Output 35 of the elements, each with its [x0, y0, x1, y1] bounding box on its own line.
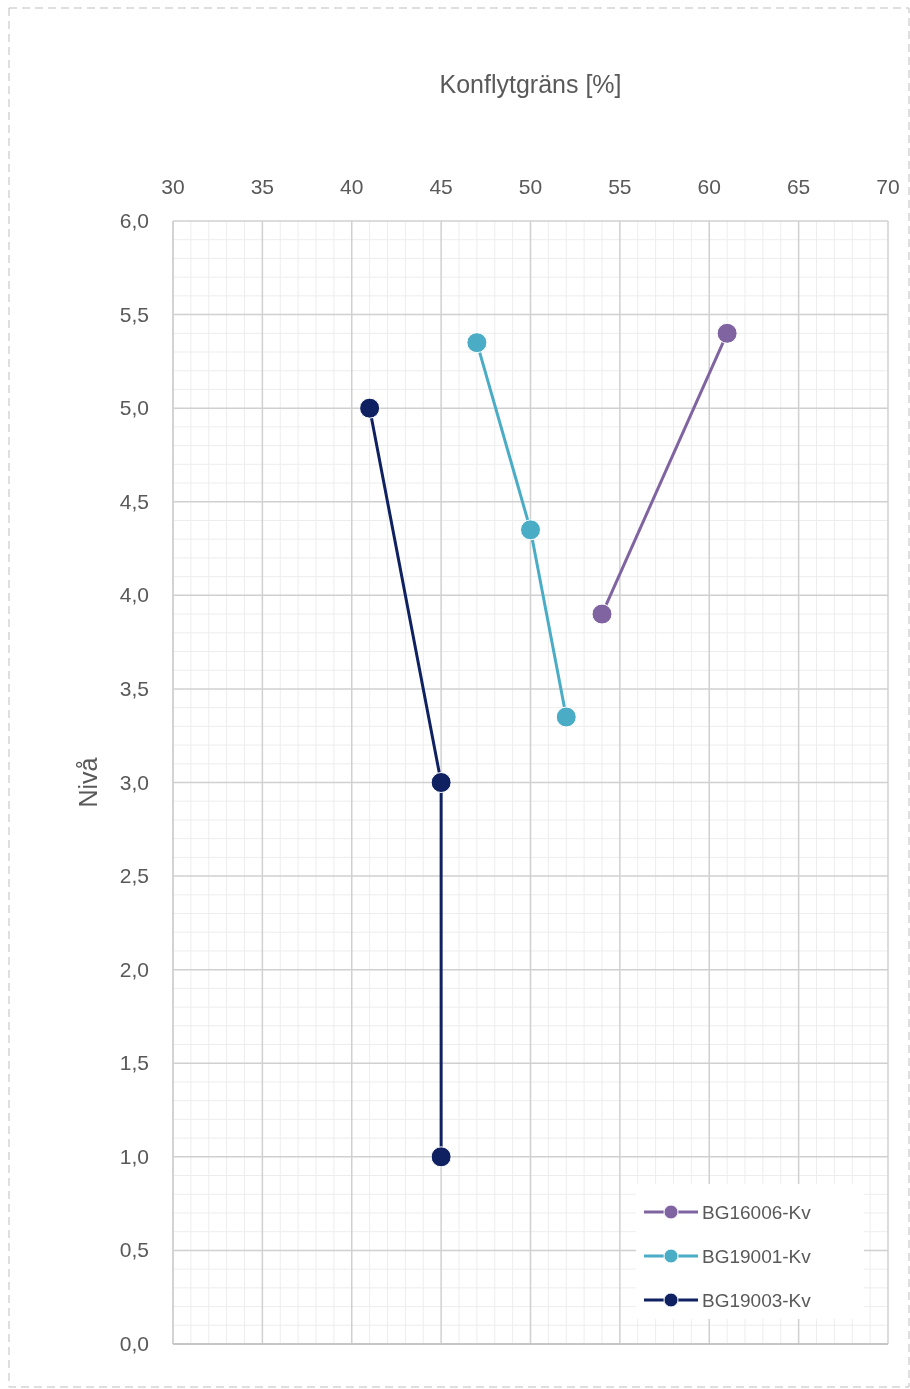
legend-label: BG19003-Kv — [702, 1290, 812, 1311]
y-tick-label: 4,0 — [119, 583, 149, 607]
y-tick-label: 2,5 — [119, 864, 149, 888]
legend-label: BG19001-Kv — [702, 1246, 812, 1267]
x-tick-label: 70 — [876, 175, 900, 198]
y-tick-label: 5,0 — [119, 396, 149, 420]
point — [716, 322, 738, 344]
point — [555, 706, 577, 728]
y-tick-label: 3,0 — [119, 770, 149, 794]
y-tick-label: 0,0 — [119, 1332, 149, 1355]
y-tick-label: 6,0 — [119, 209, 149, 232]
point — [466, 332, 488, 354]
x-tick-label: 30 — [161, 175, 185, 198]
x-tick-label: 65 — [786, 175, 811, 198]
y-tick-label: 1,0 — [119, 1144, 149, 1168]
x-tick-label: 45 — [429, 175, 453, 198]
y-tick-label: 5,5 — [119, 302, 149, 326]
x-tick-label: 60 — [697, 175, 721, 198]
point — [591, 603, 613, 625]
point — [430, 1146, 452, 1168]
x-tick-label: 35 — [250, 175, 275, 198]
legend-label: BG16006-Kv — [702, 1202, 812, 1223]
y-tick-label: 4,5 — [119, 489, 149, 513]
x-tick-label: 40 — [340, 175, 364, 198]
x-tick-label: 55 — [608, 175, 632, 198]
y-tick-label: 0,5 — [119, 1238, 149, 1262]
x-axis-title: Konflytgräns [%] — [439, 70, 622, 98]
y-tick-label: 2,0 — [119, 957, 149, 981]
point — [520, 519, 541, 541]
point — [430, 772, 452, 793]
y-tick-label: 3,5 — [119, 676, 149, 700]
y-axis-title: Nivå — [74, 757, 102, 808]
x-tick-label: 50 — [518, 175, 543, 198]
y-tick-label: 1,5 — [119, 1051, 149, 1075]
point — [359, 397, 381, 419]
